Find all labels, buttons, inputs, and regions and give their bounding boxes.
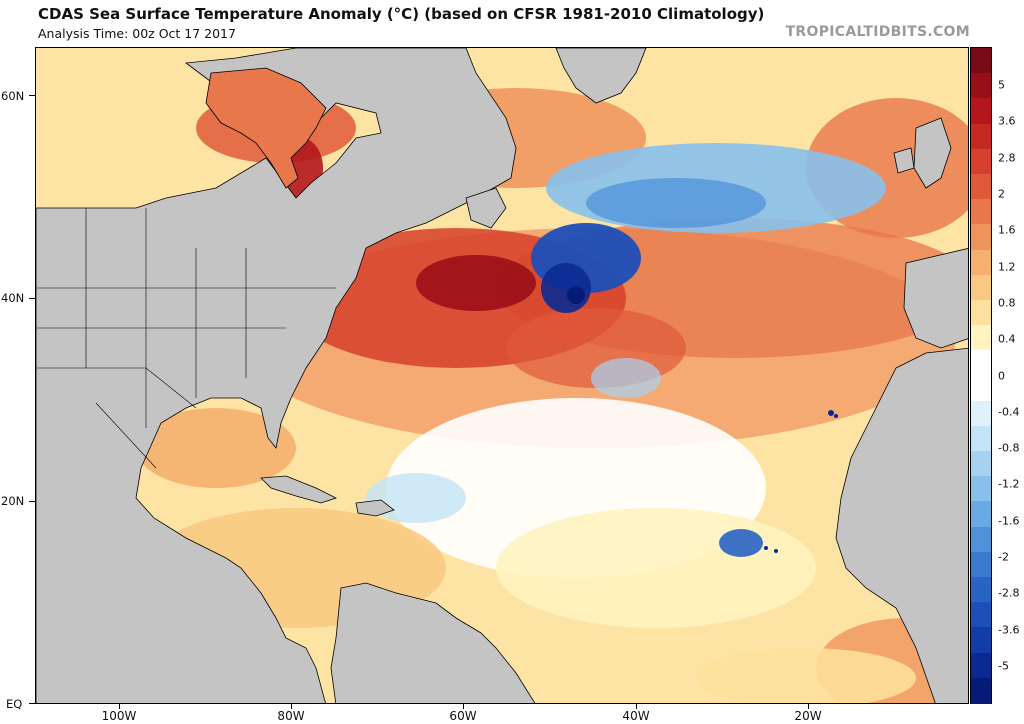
lat-tick: [29, 95, 35, 96]
lon-label-80w: 80W: [277, 709, 305, 723]
color-scale-label: 2.8: [998, 151, 1016, 165]
color-scale-label: -1.2: [998, 477, 1020, 491]
islands: [764, 410, 838, 553]
analysis-time: Analysis Time: 00z Oct 17 2017: [38, 26, 236, 41]
color-scale-segment: [971, 249, 991, 276]
color-scale-segment: [971, 274, 991, 301]
lat-tick: [29, 501, 35, 502]
color-scale-label: 2: [998, 187, 1005, 201]
color-scale-label: 1.6: [998, 223, 1016, 237]
color-scale-segment: [971, 173, 991, 200]
color-scale-segment: [971, 602, 991, 628]
color-scale-label: -2.8: [998, 586, 1020, 600]
lon-label-40w: 40W: [622, 709, 650, 723]
brand-watermark: TROPICALTIDBITS.COM: [785, 24, 970, 40]
color-scale-label: -3.6: [998, 623, 1020, 637]
color-scale-segment: [971, 199, 991, 225]
color-scale-label: 3.6: [998, 114, 1016, 128]
color-scale-label: -1.6: [998, 514, 1020, 528]
lat-label-eq: EQ: [6, 697, 23, 711]
color-scale-label: 0: [998, 369, 1005, 382]
color-scale-segment: [971, 526, 991, 553]
color-scale-bar: [970, 47, 992, 704]
color-scale-segment: [971, 577, 991, 603]
map-canvas: [36, 48, 968, 703]
color-scale-segment: [971, 224, 991, 251]
color-scale-segment: [971, 501, 991, 528]
color-scale-segment: [971, 123, 991, 150]
lat-tick: [29, 703, 35, 704]
color-scale-segment: [971, 73, 991, 99]
color-scale-segment: [971, 451, 991, 477]
color-scale-label: 1.2: [998, 260, 1016, 274]
lon-label-20w: 20W: [794, 709, 822, 723]
color-scale-label: -0.8: [998, 441, 1020, 455]
color-scale-segment: [971, 627, 991, 654]
lon-tick: [636, 704, 637, 709]
color-scale-segment: [971, 400, 991, 427]
lon-tick: [463, 704, 464, 709]
color-scale-label: -2: [998, 550, 1009, 564]
political-borders: [36, 208, 336, 469]
lon-tick: [291, 704, 292, 709]
color-scale-segment: [971, 148, 991, 175]
land-masses: [36, 48, 968, 703]
page-title: CDAS Sea Surface Temperature Anomaly (°C…: [38, 5, 765, 23]
color-scale-segment: [971, 425, 991, 452]
color-scale-segment: [971, 299, 991, 326]
lon-label-100w: 100W: [101, 709, 137, 723]
color-scale-label: -5: [998, 659, 1009, 673]
color-scale-segment: [971, 677, 991, 704]
color-scale-segment: [971, 652, 991, 679]
lat-label-60n: 60N: [1, 89, 25, 103]
lon-tick: [119, 704, 120, 709]
lat-tick: [29, 298, 35, 299]
lon-label-60w: 60W: [449, 709, 477, 723]
color-scale-label: -0.4: [998, 405, 1020, 419]
sst-anomaly-map: [35, 47, 969, 704]
color-scale-segment: [971, 325, 991, 351]
color-scale-label: 0.4: [998, 332, 1016, 346]
color-scale-segment: [971, 375, 991, 402]
lat-label-40n: 40N: [1, 291, 25, 305]
color-scale-segment: [971, 476, 991, 503]
lat-label-20n: 20N: [1, 494, 25, 508]
color-scale-segment: [971, 98, 991, 125]
color-scale-label: 0.8: [998, 296, 1016, 310]
color-scale-segment: [971, 551, 991, 578]
color-scale-segment: [971, 350, 991, 377]
color-scale-segment: [971, 48, 991, 74]
lon-tick: [808, 704, 809, 709]
color-scale-label: 5: [998, 78, 1005, 92]
